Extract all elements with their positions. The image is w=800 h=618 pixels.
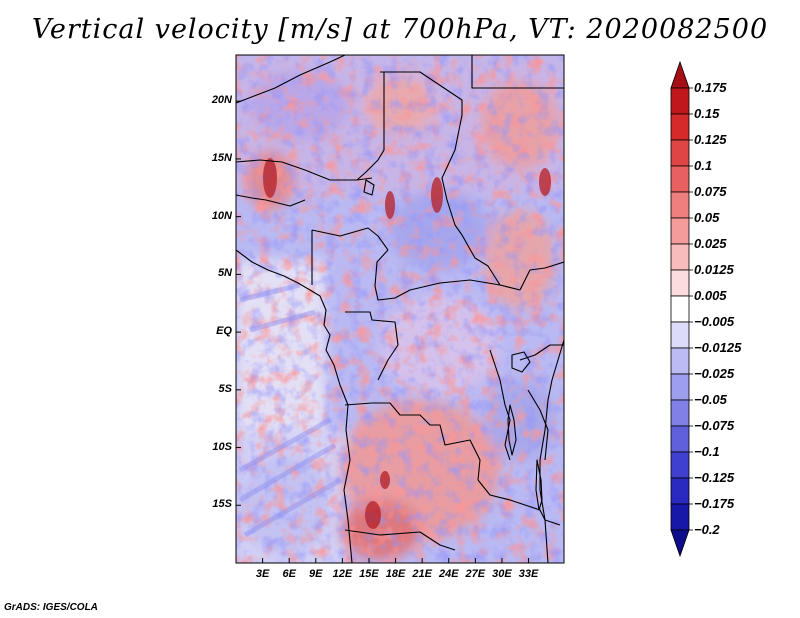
- strong-updrafts: [263, 158, 551, 529]
- colorbar-segment: [670, 477, 690, 505]
- lon-label: 9E: [309, 568, 323, 580]
- border-libya-niger: [380, 71, 463, 115]
- map-title: Vertical velocity [m/s] at 700hPa, VT: 2…: [31, 14, 769, 45]
- border-congo-gabon: [345, 311, 399, 381]
- velocity-field: [236, 55, 564, 563]
- lat-label: EQ: [216, 325, 232, 338]
- colorbar-label: −0.2: [694, 522, 720, 537]
- border-angola-drc: [344, 402, 481, 481]
- colorbar-label: 0.075: [694, 184, 727, 199]
- colorbar-segment: [670, 191, 690, 219]
- colorbar-label: 0.175: [694, 80, 727, 95]
- colorbar-segment: [670, 451, 690, 479]
- colorbar-label: −0.1: [694, 444, 720, 459]
- lon-label: 18E: [385, 568, 406, 580]
- footer-credit: GrADS: IGES/COLA: [4, 602, 98, 613]
- ocean-streaks: [238, 282, 342, 538]
- colorbar-segment: [670, 165, 690, 193]
- colorbar-label: −0.05: [694, 392, 727, 407]
- colorbar-label: 0.005: [694, 288, 727, 303]
- lat-label: 10S: [212, 440, 232, 453]
- colorbar-segment: [670, 399, 690, 427]
- border-chad-sudan: [441, 114, 463, 236]
- border-zambia-zimbabwe: [477, 479, 561, 526]
- border-egypt-sudan: [471, 55, 564, 89]
- lon-label: 24E: [438, 568, 459, 580]
- colorbar-segment: [670, 321, 690, 349]
- colorbar-label: 0.125: [694, 132, 727, 147]
- colorbar-label: −0.075: [694, 418, 735, 433]
- lon-label: 12E: [332, 568, 353, 580]
- lon-label: 3E: [255, 568, 270, 580]
- lat-label: 15S: [212, 498, 232, 511]
- axis-ticks: [236, 100, 530, 563]
- lon-label: 27E: [465, 568, 486, 580]
- colorbar-label: −0.025: [694, 366, 735, 381]
- border-sahara-north: [236, 55, 346, 104]
- lon-label: 6E: [282, 568, 296, 580]
- colorbar-segment: [670, 87, 690, 115]
- border-mali-niger: [236, 194, 306, 207]
- colorbar-segment: [670, 529, 690, 558]
- colorbar-segment: [670, 243, 690, 271]
- colorbar-segment: [670, 503, 690, 531]
- colorbar-label: 0.0125: [694, 262, 734, 277]
- lake-tanganyika: [507, 404, 517, 456]
- coastline-west-africa: [236, 249, 353, 563]
- colorbar-segment: [670, 113, 690, 141]
- border-south-sudan-ethiopia: [461, 234, 564, 291]
- border-niger-chad: [356, 72, 385, 181]
- border-sahel: [236, 159, 373, 181]
- colorbar: [670, 60, 693, 558]
- colorbar-segment: [670, 373, 690, 401]
- border-nigeria: [311, 227, 389, 285]
- lon-label: 15E: [359, 568, 379, 580]
- colorbar-label: −0.005: [694, 314, 735, 329]
- lat-label: 10N: [211, 209, 232, 222]
- lat-label: 5N: [217, 267, 232, 280]
- colorbar-label: 0.025: [694, 236, 727, 251]
- colorbar-segment: [670, 60, 690, 89]
- colorbar-label: −0.0125: [694, 340, 742, 355]
- colorbar-label: 0.05: [694, 210, 720, 225]
- lake-chad: [363, 179, 375, 196]
- lat-label: 20N: [211, 94, 232, 107]
- border-angola-south: [344, 529, 456, 551]
- border-cameroon-car: [374, 249, 521, 301]
- colorbar-segment: [670, 217, 690, 245]
- lat-label: 15N: [211, 151, 232, 164]
- coastline-east-africa: [539, 339, 564, 563]
- colorbar-segment: [670, 425, 690, 453]
- colorbar-label: 0.15: [694, 106, 720, 121]
- colorbar-segment: [670, 139, 690, 167]
- lon-label: 33E: [518, 568, 539, 580]
- border-drc-east: [489, 349, 511, 461]
- lon-label: 30E: [492, 568, 512, 580]
- colorbar-segment: [670, 269, 690, 297]
- colorbar-label: −0.125: [694, 470, 735, 485]
- lake-victoria: [511, 351, 531, 373]
- colorbar-label: −0.175: [694, 496, 735, 511]
- lake-malawi: [535, 459, 543, 511]
- plot-frame: [235, 54, 565, 564]
- colorbar-label: 0.1: [694, 158, 713, 173]
- colorbar-segment: [670, 347, 690, 375]
- lat-label: 5S: [218, 382, 232, 395]
- borders: [236, 55, 564, 563]
- lon-label: 21E: [412, 568, 432, 580]
- colorbar-segment: [670, 295, 690, 323]
